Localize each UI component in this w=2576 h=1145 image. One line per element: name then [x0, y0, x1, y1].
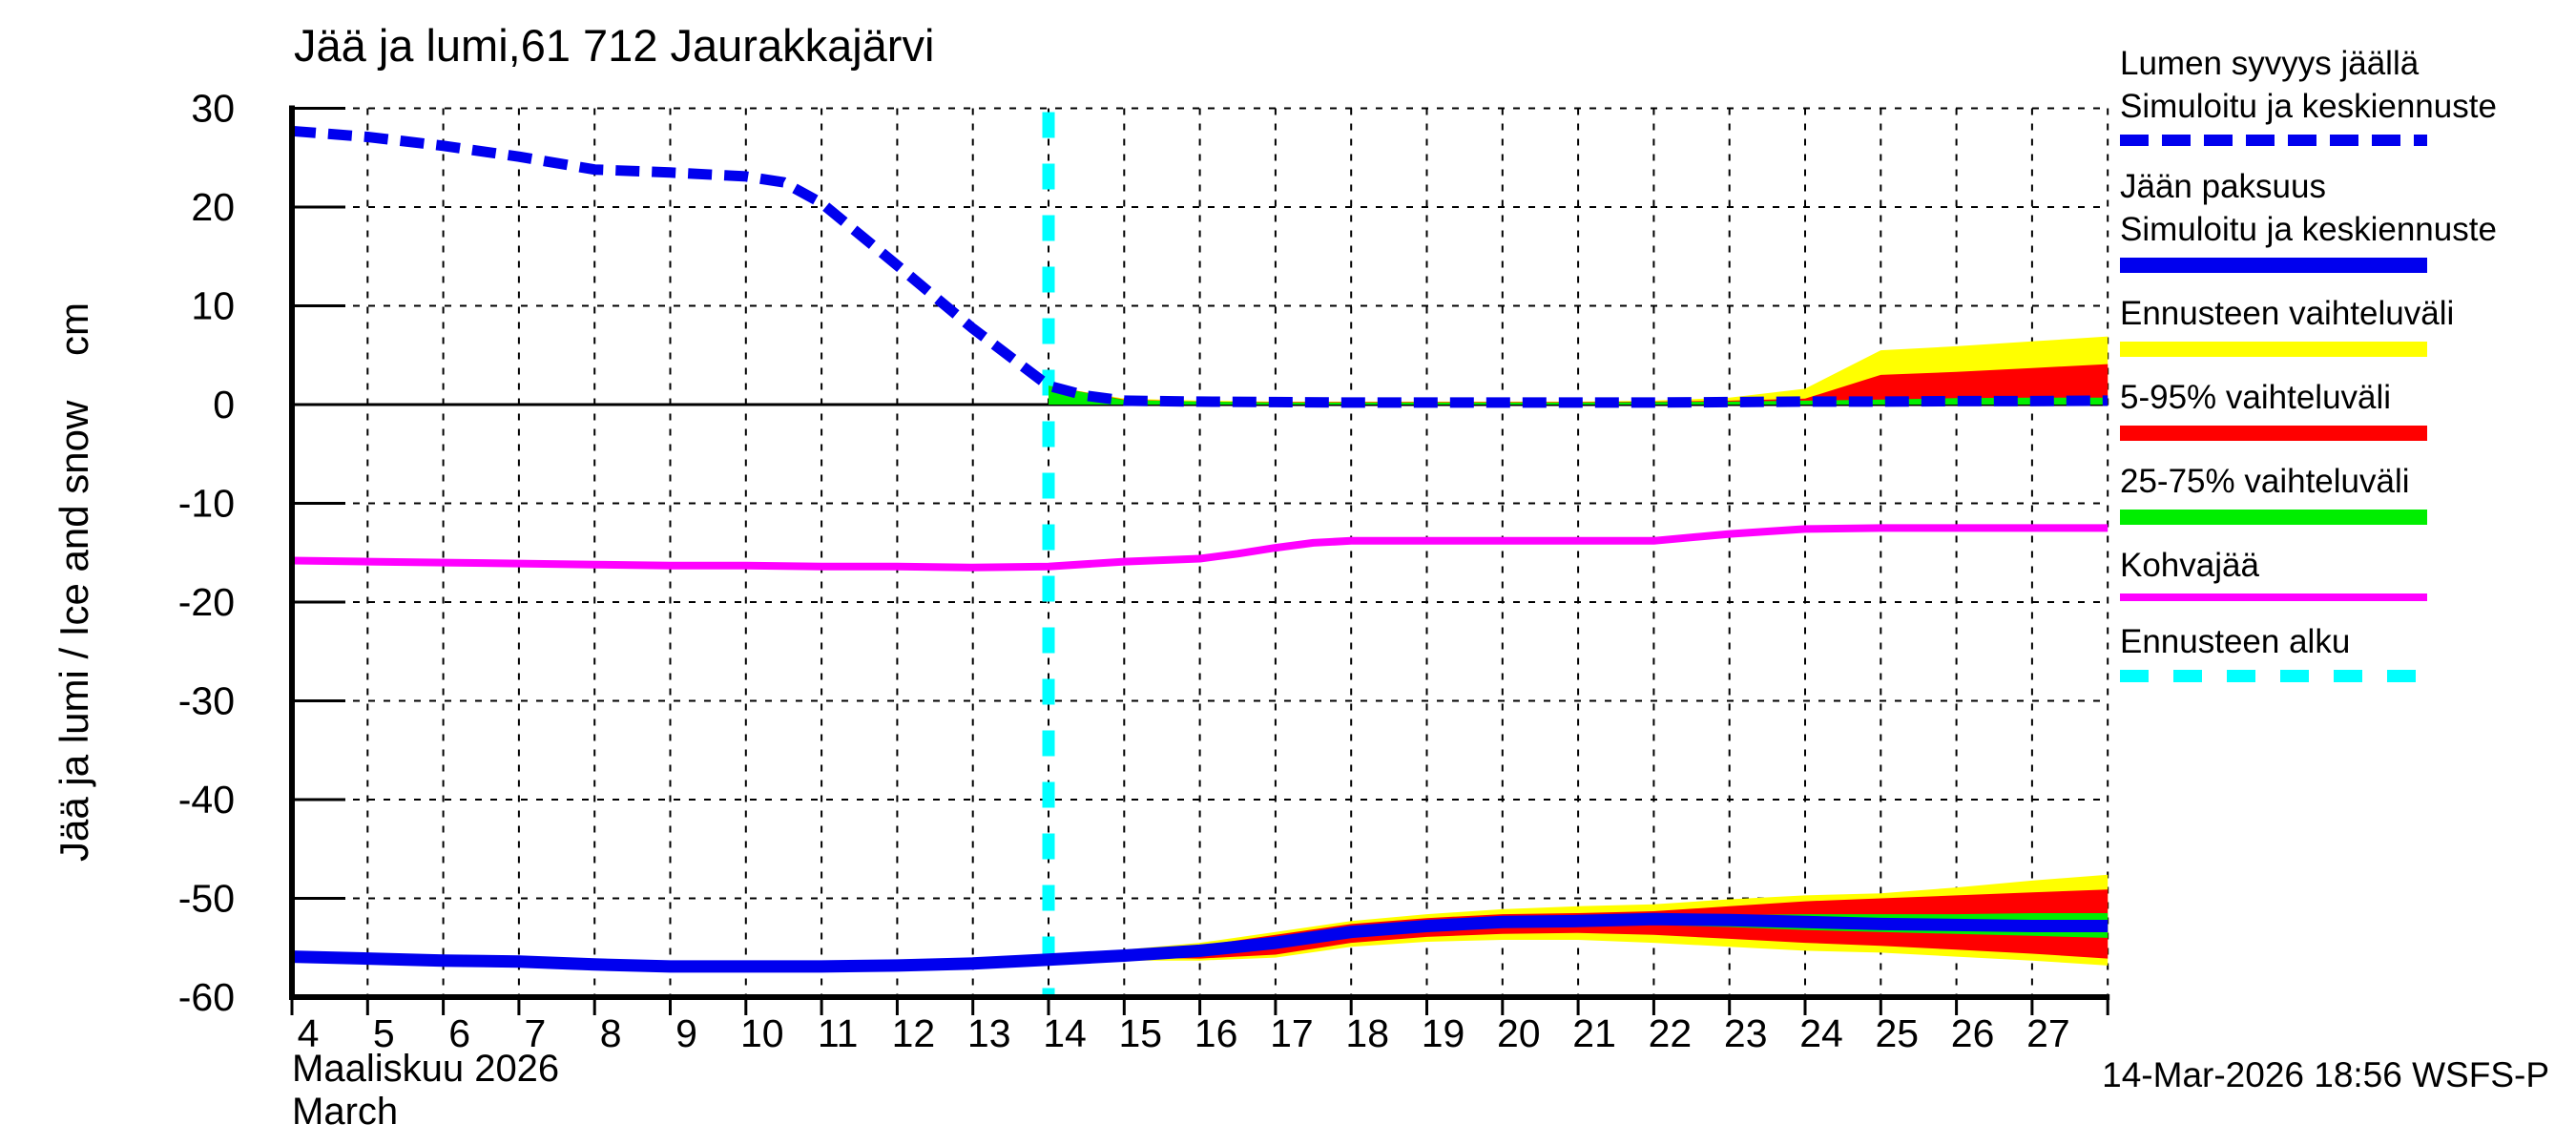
- y-tick-label: 30: [191, 87, 235, 131]
- legend-item: Lumen syvyys jäällä Simuloitu ja keskienn…: [2120, 42, 2568, 146]
- snow-depth-median-line: [291, 125, 2109, 408]
- legend-line-sample: [2120, 510, 2427, 525]
- x-tick-label: 18: [1345, 1011, 1389, 1055]
- y-axis-label: Jää ja lumi / Ice and snow cm: [52, 302, 96, 862]
- legend-line-sample: [2120, 135, 2427, 146]
- y-tick-label: 10: [191, 284, 235, 328]
- legend-line-sample: [2120, 593, 2427, 601]
- legend-label: Kohvajää: [2120, 547, 2259, 584]
- x-tick-label: 17: [1270, 1011, 1314, 1055]
- legend-item: Ennusteen alku: [2120, 620, 2568, 682]
- y-tick-label: -20: [178, 580, 235, 624]
- legend-label: Simuloitu ja keskiennuste: [2120, 88, 2497, 125]
- y-tick-label: -40: [178, 778, 235, 822]
- y-tick-label: -10: [178, 482, 235, 526]
- legend-line-sample: [2120, 258, 2427, 273]
- y-tick-labels: 30 20 10 0 -10 -20 -30 -40 -50 -60: [178, 87, 235, 1020]
- timestamp: 14-Mar-2026 18:56 WSFS-P: [2102, 1055, 2549, 1094]
- legend-label: Jään paksuus: [2120, 168, 2326, 205]
- x-tick-label: 6: [448, 1011, 470, 1055]
- legend-line-sample: [2120, 670, 2427, 682]
- x-tick-label: 8: [600, 1011, 622, 1055]
- x-tick-label: 4: [298, 1011, 320, 1055]
- x-tick-label: 13: [967, 1011, 1011, 1055]
- legend-item: 5-95% vaihteluväli: [2120, 376, 2568, 441]
- x-tick-label: 26: [1951, 1011, 1995, 1055]
- legend-line-sample: [2120, 342, 2427, 357]
- x-tick-label: 23: [1724, 1011, 1768, 1055]
- ice-thickness-median-line: [291, 912, 2109, 973]
- y-tick-label: 0: [213, 383, 235, 427]
- x-tick-label: 21: [1572, 1011, 1616, 1055]
- legend-label: 5-95% vaihteluväli: [2120, 379, 2392, 416]
- y-tick-label: -30: [178, 679, 235, 723]
- x-tick-label: 16: [1195, 1011, 1238, 1055]
- y-tick-label: 20: [191, 185, 235, 229]
- x-tick-label: 9: [675, 1011, 697, 1055]
- x-tick-label: 27: [2026, 1011, 2070, 1055]
- vertical-gridlines: [366, 108, 2109, 997]
- x-tick-label: 15: [1118, 1011, 1162, 1055]
- x-tick-label: 11: [818, 1011, 859, 1055]
- legend: Lumen syvyys jäällä Simuloitu ja keskienn…: [2120, 42, 2568, 701]
- legend-label: Ennusteen vaihteluväli: [2120, 295, 2455, 332]
- legend-item: Ennusteen vaihteluväli: [2120, 292, 2568, 357]
- x-tick-label: 10: [740, 1011, 784, 1055]
- y-tick-label: -60: [178, 975, 235, 1019]
- x-tick-label: 25: [1875, 1011, 1919, 1055]
- legend-label: 25-75% vaihteluväli: [2120, 463, 2410, 500]
- x-tick-label: 7: [524, 1011, 546, 1055]
- x-tick-label: 20: [1497, 1011, 1541, 1055]
- chart-title: Jää ja lumi,61 712 Jaurakkajärvi: [294, 20, 935, 71]
- legend-label: Lumen syvyys jäällä: [2120, 45, 2420, 82]
- x-tick-label: 22: [1649, 1011, 1693, 1055]
- legend-label: Simuloitu ja keskiennuste: [2120, 211, 2497, 248]
- x-tick-label: 24: [1799, 1011, 1843, 1055]
- x-tick-label: 12: [892, 1011, 936, 1055]
- data-lines: [291, 125, 2109, 973]
- x-tick-labels: 4 5 6 7 8 9 10 11 12 13 14 15 16 17 18 19 20 21 22 23 24 25 26…: [298, 1011, 2070, 1055]
- y-tick-label: -50: [178, 877, 235, 921]
- x-axis-month-label-fi: Maaliskuu 2026: [292, 1048, 560, 1090]
- x-tick-label: 5: [373, 1011, 395, 1055]
- snow-5-95-band: [1049, 364, 2109, 405]
- legend-label: Ennusteen alku: [2120, 623, 2351, 660]
- x-axis-month-label-en: March: [292, 1091, 399, 1133]
- horizontal-gridlines: [292, 107, 2109, 900]
- legend-item: Jään paksuus Simuloitu ja keskiennuste: [2120, 165, 2568, 273]
- legend-item: Kohvajää: [2120, 544, 2568, 601]
- x-tick-label: 14: [1043, 1011, 1087, 1055]
- x-tick-label: 19: [1422, 1011, 1465, 1055]
- axes: [289, 105, 2110, 1015]
- legend-item: 25-75% vaihteluväli: [2120, 460, 2568, 525]
- legend-line-sample: [2120, 426, 2427, 441]
- kohvajaa-line: [291, 524, 2109, 572]
